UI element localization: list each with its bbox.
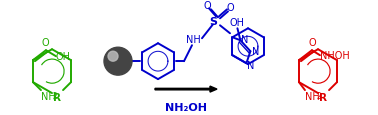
Text: 2: 2 bbox=[317, 91, 322, 100]
Text: R: R bbox=[319, 92, 327, 102]
Text: NH: NH bbox=[41, 91, 56, 101]
Text: O: O bbox=[41, 38, 49, 48]
Text: S: S bbox=[209, 17, 217, 27]
Text: OH: OH bbox=[56, 52, 71, 62]
Text: OH: OH bbox=[230, 18, 245, 28]
FancyArrow shape bbox=[155, 86, 217, 92]
Text: O: O bbox=[226, 3, 234, 13]
Circle shape bbox=[104, 48, 132, 75]
Circle shape bbox=[108, 52, 118, 62]
Text: O: O bbox=[203, 1, 211, 11]
Text: NH: NH bbox=[305, 91, 320, 101]
Text: O: O bbox=[308, 38, 316, 48]
Text: NH₂OH: NH₂OH bbox=[165, 102, 207, 112]
Text: N: N bbox=[248, 61, 255, 70]
Text: N: N bbox=[253, 47, 260, 57]
Text: NHOH: NHOH bbox=[320, 51, 350, 61]
Text: N: N bbox=[242, 35, 249, 45]
Text: R: R bbox=[53, 92, 61, 102]
Text: 2: 2 bbox=[53, 91, 58, 100]
Text: NH: NH bbox=[186, 35, 201, 45]
